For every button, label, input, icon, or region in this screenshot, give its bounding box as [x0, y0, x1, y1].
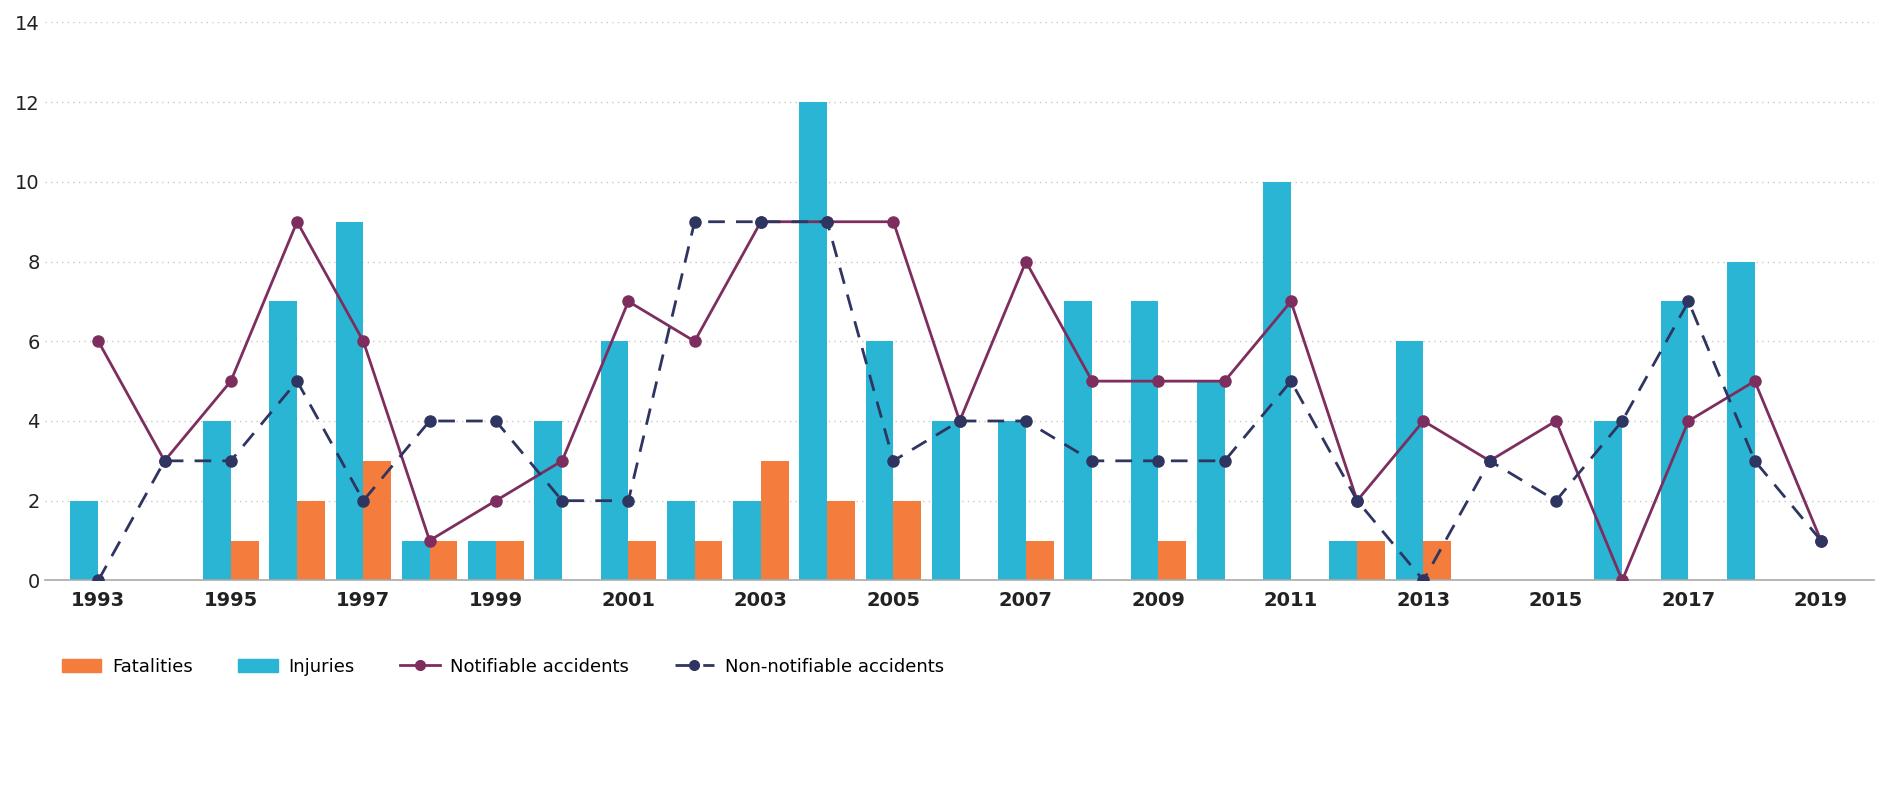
Bar [429, 541, 457, 580]
Bar [1424, 541, 1451, 580]
Bar [695, 541, 722, 580]
Bar [535, 421, 563, 580]
Bar [402, 541, 429, 580]
Bar [667, 501, 695, 580]
Bar [297, 501, 325, 580]
Bar [70, 501, 98, 580]
Bar [270, 302, 297, 580]
Bar [865, 341, 893, 580]
Bar [1026, 541, 1054, 580]
Bar [893, 501, 922, 580]
Bar [1158, 541, 1186, 580]
Bar [1132, 302, 1158, 580]
Bar [336, 222, 363, 580]
Bar [629, 541, 655, 580]
Bar [601, 341, 629, 580]
Bar [1356, 541, 1385, 580]
Bar [1396, 341, 1424, 580]
Bar [799, 102, 827, 580]
Bar [827, 501, 856, 580]
Bar [1660, 302, 1689, 580]
Bar [997, 421, 1026, 580]
Bar [1594, 421, 1623, 580]
Bar [931, 421, 960, 580]
Bar [1064, 302, 1092, 580]
Bar [1198, 381, 1224, 580]
Bar [230, 541, 259, 580]
Bar [468, 541, 495, 580]
Bar [1330, 541, 1356, 580]
Bar [1264, 182, 1290, 580]
Bar [495, 541, 523, 580]
Bar [733, 501, 761, 580]
Bar [761, 461, 790, 580]
Legend: Fatalities, Injuries, Notifiable accidents, Non-notifiable accidents: Fatalities, Injuries, Notifiable acciden… [55, 651, 952, 683]
Bar [1727, 262, 1755, 580]
Bar [363, 461, 391, 580]
Bar [202, 421, 230, 580]
